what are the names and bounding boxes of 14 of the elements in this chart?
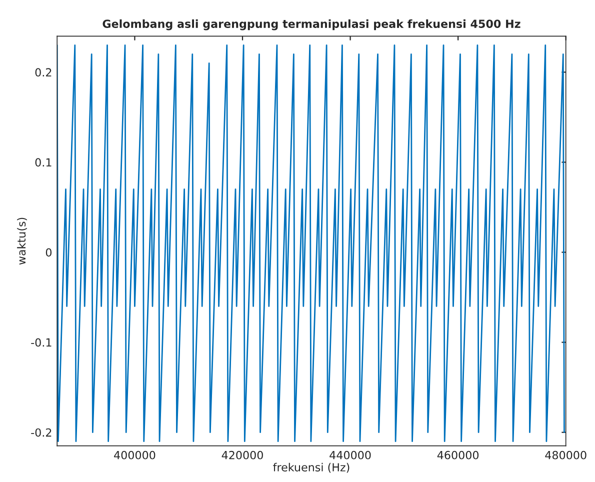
x-axis-title: frekuensi (Hz) (273, 462, 350, 473)
x-tick-label: 480000 (545, 450, 586, 460)
line-series (57, 44, 565, 442)
x-tick-label: 420000 (222, 450, 263, 460)
y-tick-label: 0.1 (35, 158, 52, 167)
y-tick-label: -0.2 (31, 428, 52, 437)
y-tick-label: 0 (46, 248, 52, 257)
x-tick-label: 400000 (114, 450, 156, 460)
y-tick-label: 0.2 (35, 68, 52, 77)
x-tick-label: 440000 (330, 450, 371, 460)
y-tick-label: -0.1 (31, 338, 52, 347)
y-axis-title: waktu(s) (17, 218, 27, 265)
chart-title: Gelombang asli garengpung termanipulasi peak frekuensi 4500 Hz (102, 19, 520, 30)
x-tick-label: 460000 (437, 450, 479, 460)
